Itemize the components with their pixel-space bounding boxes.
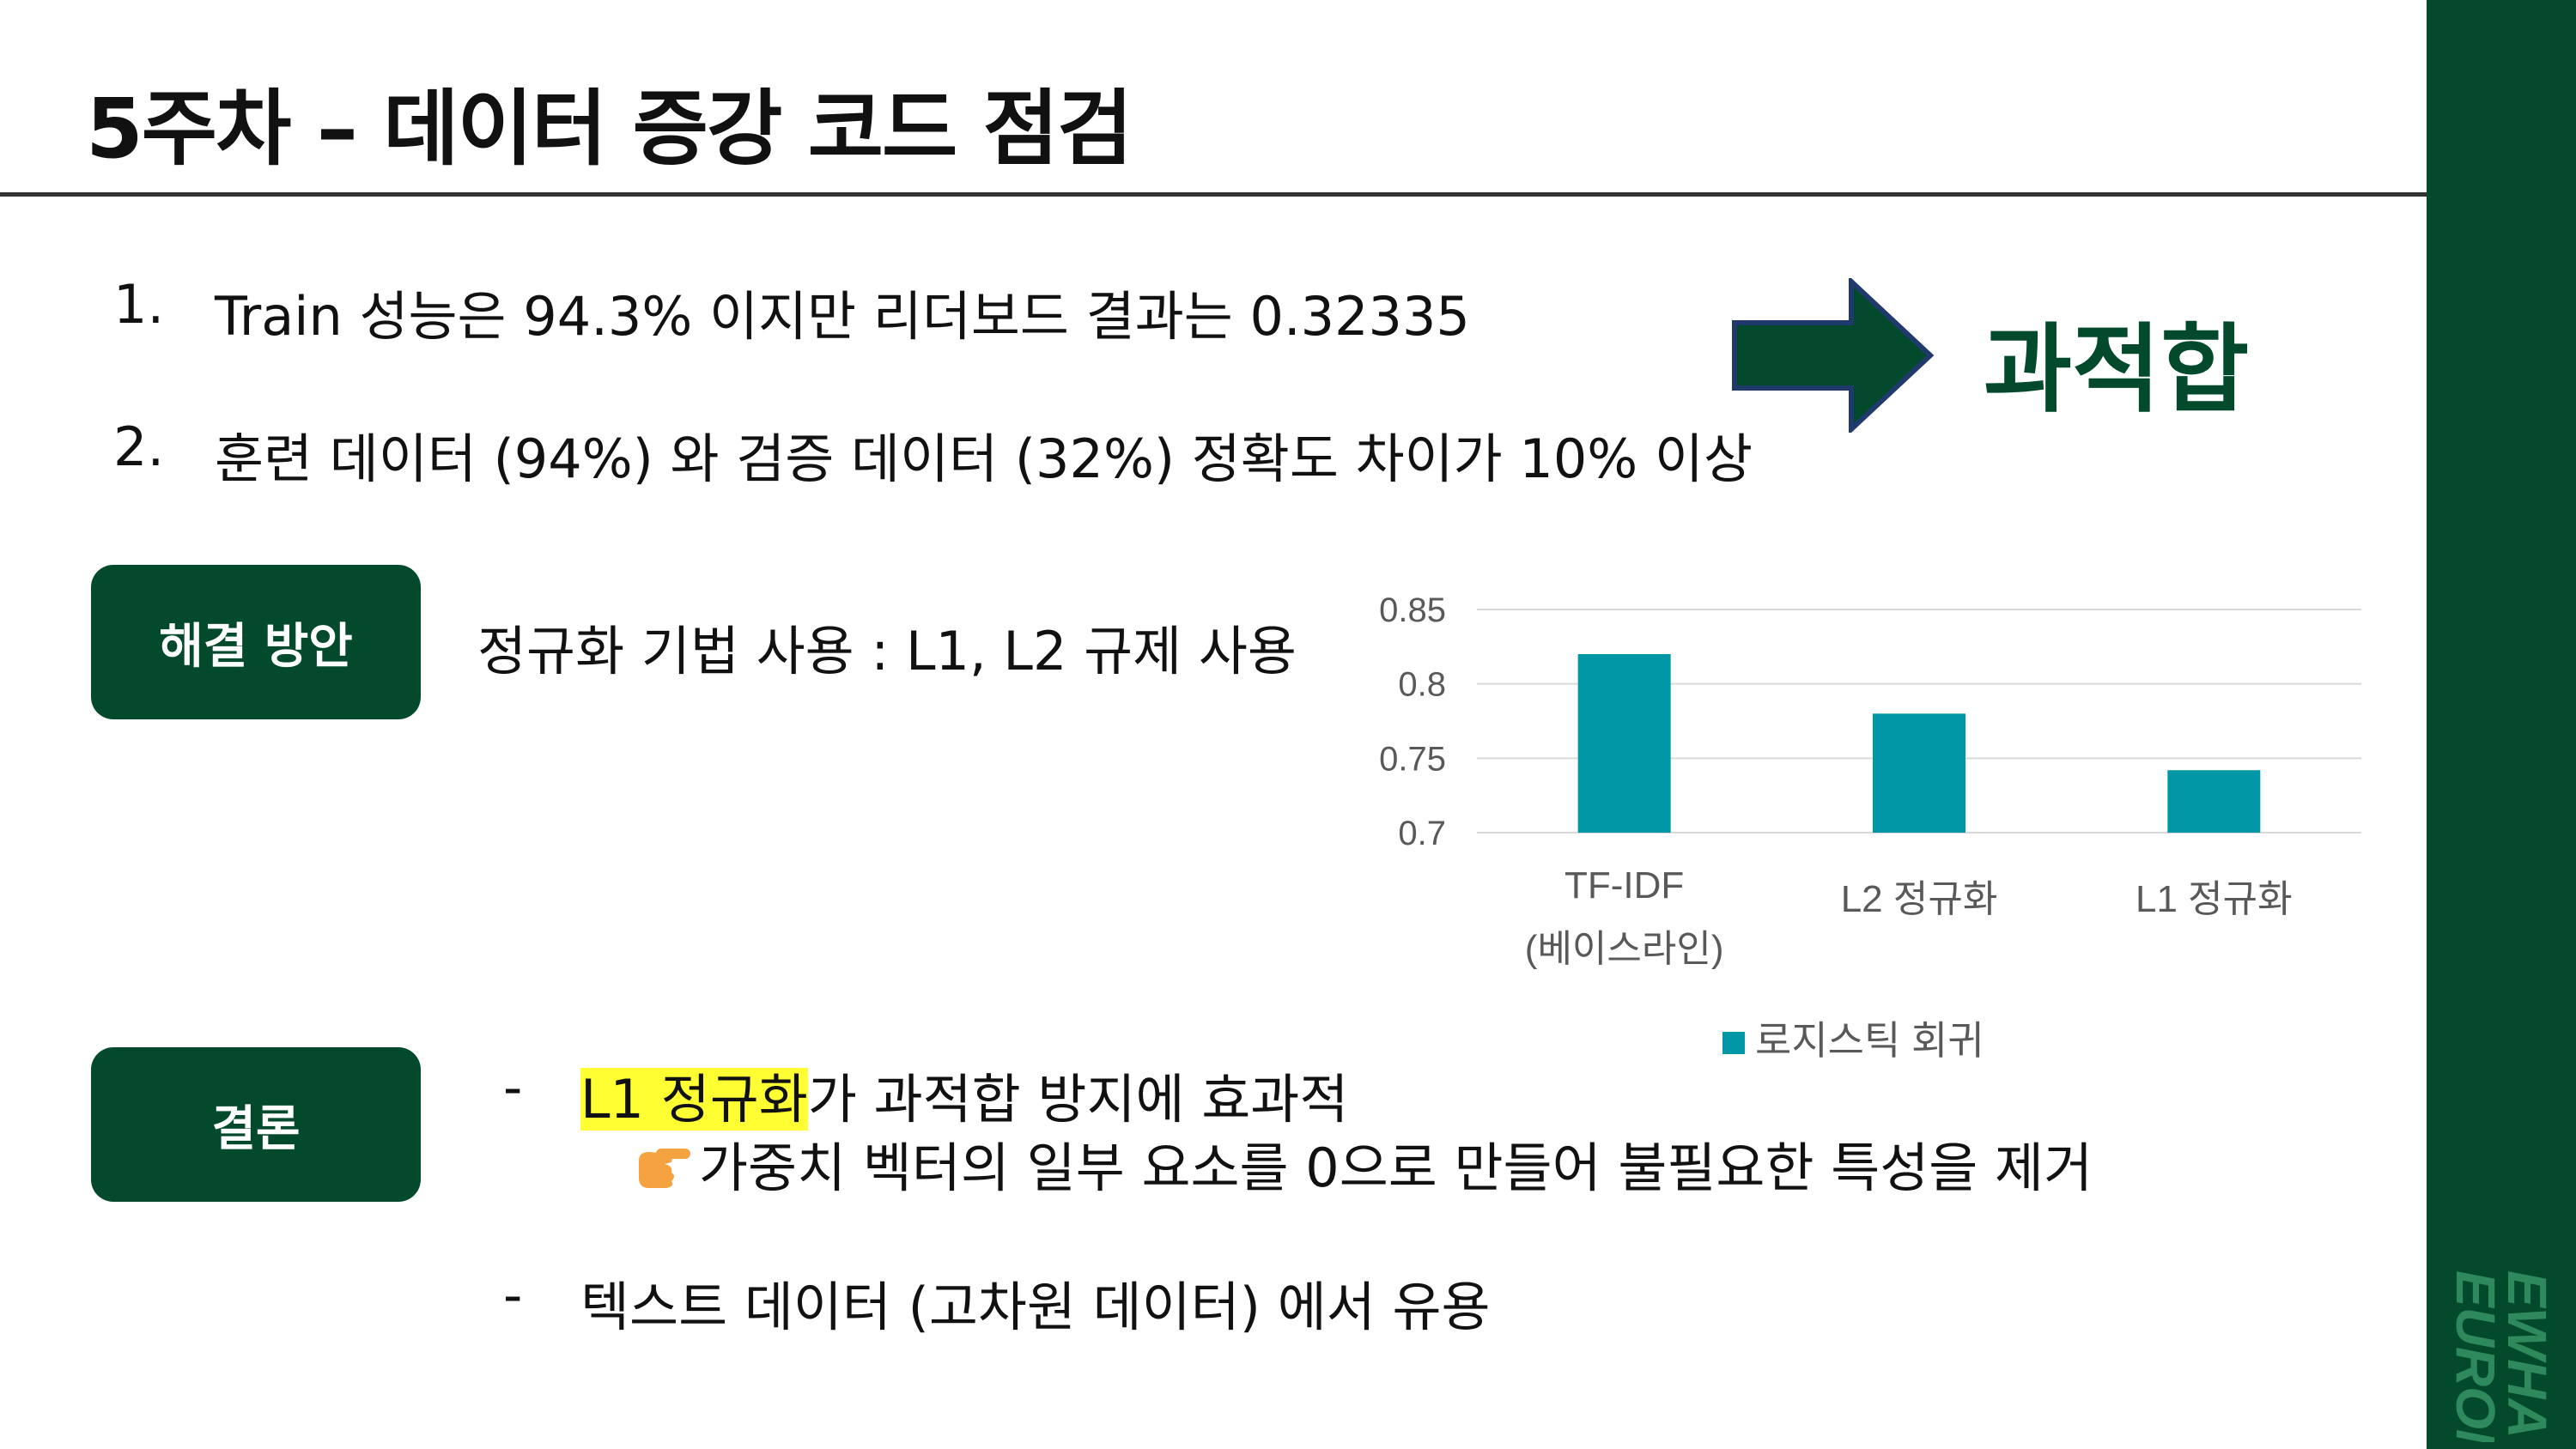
euron-logo: EWHA EURON	[2445, 1270, 2558, 1442]
diagnosis-label: 과적합	[1984, 314, 2250, 426]
legend-swatch	[1722, 1032, 1745, 1054]
bar	[1577, 654, 1671, 833]
y-tick-label: 0.75	[1379, 740, 1446, 778]
y-tick-label: 0.7	[1398, 815, 1446, 852]
x-tick-label: L1 정규화	[2136, 878, 2293, 920]
solution-text: 정규화 기법 사용 : L1, L2 규제 사용	[477, 620, 1297, 682]
y-tick-label: 0.85	[1379, 591, 1446, 629]
bar	[2167, 770, 2261, 833]
title-divider	[0, 192, 2427, 197]
bullet-dash: -	[503, 1056, 523, 1119]
bullet-text: 가 과적합 방지에 효과적	[807, 1068, 1349, 1131]
svg-text:EWHA: EWHA	[2496, 1270, 2558, 1439]
conclusion-bullet: L1 정규화가 과적합 방지에 효과적	[580, 1056, 1348, 1133]
highlighted-term: L1 정규화	[580, 1068, 808, 1131]
conclusion-badge: 결론	[91, 1047, 421, 1202]
right-arrow-icon	[1732, 278, 1935, 433]
finding-number: 2.	[113, 415, 165, 478]
finding-number: 1.	[113, 273, 165, 336]
conclusion-bullet: 텍스트 데이터 (고차원 데이터) 에서 유용	[580, 1276, 1491, 1338]
solution-badge: 해결 방안	[91, 565, 421, 719]
brand-sidebar	[2427, 0, 2576, 1449]
finding-text: 훈련 데이터 (94%) 와 검증 데이터 (32%) 정확도 차이가 10% …	[215, 427, 1753, 490]
x-tick-label: L2 정규화	[1841, 878, 1998, 920]
legend-label: 로지스틱 회귀	[1755, 1018, 1984, 1063]
bar	[1873, 713, 1965, 833]
x-tick-label: TF-IDF (베이스라인)	[1525, 864, 1724, 970]
pointing-hand-icon	[639, 1149, 690, 1188]
slide-title: 5주차 – 데이터 증강 코드 점검	[86, 81, 1133, 177]
y-tick-label: 0.8	[1398, 666, 1446, 704]
conclusion-subpoint: 가중치 벡터의 일부 요소를 0으로 만들어 불필요한 특성을 제거	[634, 1125, 2093, 1202]
subpoint-text: 가중치 벡터의 일부 요소를 0으로 만들어 불필요한 특성을 제거	[699, 1137, 2093, 1199]
svg-text:EURON: EURON	[2445, 1270, 2506, 1442]
regularization-bar-chart: 0.85 0.8 0.75 0.7 TF-IDF (베이스라인) L2 정규화 L1 정규화로…	[1379, 591, 2361, 1063]
finding-text: Train 성능은 94.3% 이지만 리더보드 결과는 0.32335	[215, 285, 1470, 348]
bullet-dash: -	[503, 1264, 523, 1326]
